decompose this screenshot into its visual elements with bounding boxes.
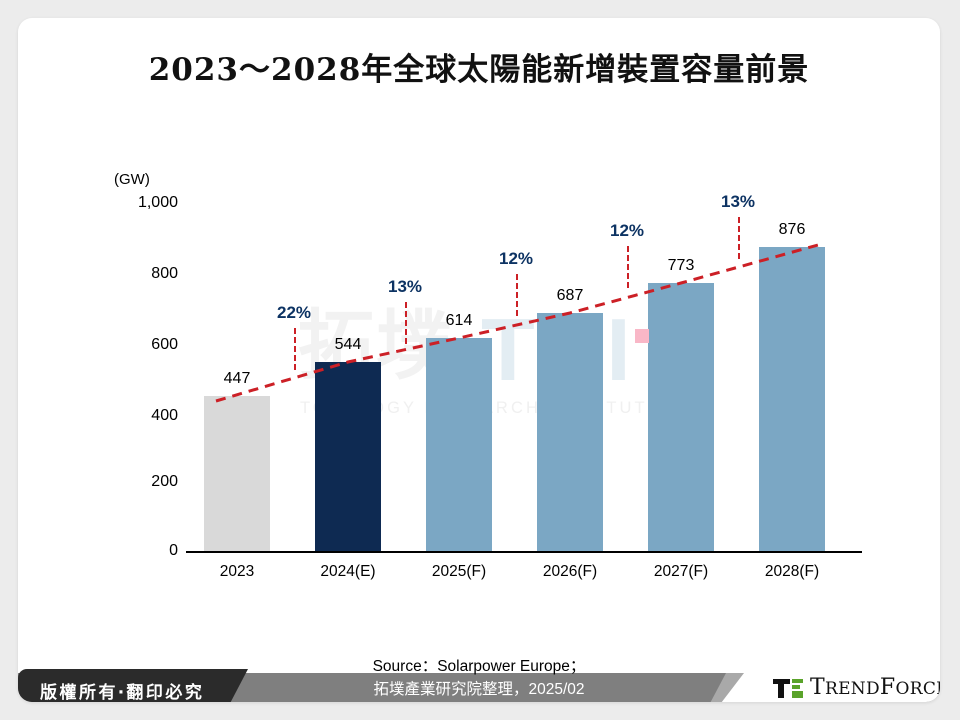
growth-label-2026: 12%	[498, 249, 534, 268]
growth-leader-2028	[738, 217, 740, 259]
y-tick-600: 600	[151, 336, 178, 353]
x-label-2024: 2024(E)	[320, 563, 376, 580]
bar-value-2028: 876	[778, 221, 806, 238]
growth-leader-2026	[516, 274, 518, 316]
trendforce-logo: TRENDFORCE	[773, 675, 940, 700]
growth-leader-2024	[294, 328, 296, 370]
bar-value-2026: 687	[556, 287, 584, 304]
growth-label-2028: 13%	[720, 192, 756, 211]
bar-value-2024: 544	[334, 336, 362, 353]
source-line-1: Source：Solarpower Europe；	[372, 658, 586, 675]
bar-2025	[426, 338, 492, 551]
bar-2024	[315, 362, 381, 551]
bar-2028	[759, 247, 825, 551]
source-note: Source：Solarpower Europe； 拓墣產業研究院整理，2025…	[18, 655, 940, 701]
pink-square-marker	[635, 329, 649, 343]
source-line-2: 拓墣產業研究院整理，2025/02	[373, 681, 585, 698]
x-axis-line	[186, 551, 862, 553]
growth-leader-2027	[627, 246, 629, 288]
x-label-2023: 2023	[219, 563, 255, 580]
chart-canvas: 拓墣 TRI TOPOLOGY RESEARCH INSTITUTE (GW) …	[18, 18, 940, 638]
growth-label-2027: 12%	[609, 221, 645, 240]
slide-card: 2023～2028年全球太陽能新增裝置容量前景 拓墣 TRI TOPOLOGY …	[18, 18, 940, 702]
x-label-2027: 2027(F)	[653, 563, 709, 580]
copyright-text: 版權所有‧翻印必究	[40, 683, 205, 702]
y-tick-0: 0	[169, 542, 178, 559]
bar-2027	[648, 283, 714, 551]
bar-value-2027: 773	[667, 257, 695, 274]
growth-label-2025: 13%	[387, 277, 423, 296]
copyright-badge	[18, 669, 248, 702]
trendforce-mark-icon	[773, 678, 803, 698]
page-title: 2023～2028年全球太陽能新增裝置容量前景	[148, 52, 810, 88]
y-tick-400: 400	[151, 407, 178, 424]
growth-label-2024: 22%	[276, 303, 312, 322]
y-axis-unit-label: (GW)	[114, 171, 150, 188]
brand-t: T	[810, 675, 825, 700]
x-label-2025: 2025(F)	[431, 563, 487, 580]
brand-f: F	[879, 675, 896, 700]
bar-value-2023: 447	[223, 370, 251, 387]
x-label-2028: 2028(F)	[764, 563, 820, 580]
trendforce-wordmark: TRENDFORCE	[810, 675, 940, 700]
x-label-2026: 2026(F)	[542, 563, 598, 580]
brand-orce: ORCE	[895, 679, 940, 699]
y-tick-800: 800	[151, 265, 178, 282]
y-tick-200: 200	[151, 473, 178, 490]
growth-leader-2025	[405, 302, 407, 344]
bar-value-2025: 614	[445, 312, 473, 329]
bar-2023	[204, 396, 270, 551]
bar-2026	[537, 313, 603, 551]
y-tick-1000: 1,000	[137, 194, 178, 211]
brand-rend: REND	[824, 679, 880, 699]
footer-band-right	[718, 673, 940, 702]
